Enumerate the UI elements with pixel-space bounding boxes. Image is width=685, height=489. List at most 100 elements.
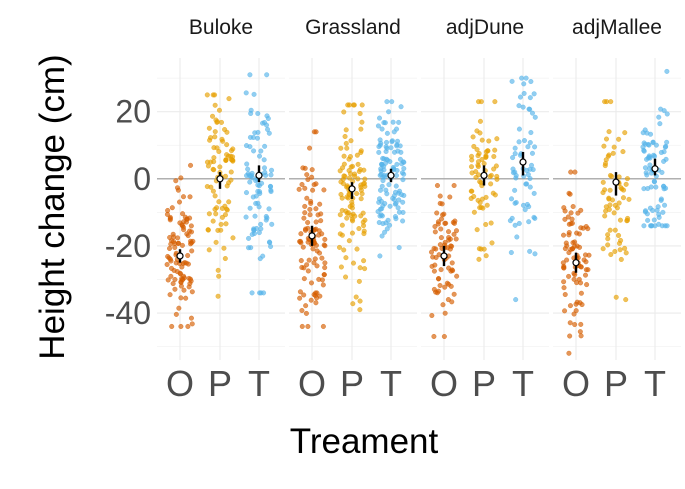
data-point <box>642 165 648 171</box>
data-point <box>650 139 656 145</box>
data-point <box>212 206 218 212</box>
data-point <box>470 134 476 140</box>
data-point <box>483 194 489 200</box>
data-point <box>178 279 184 285</box>
data-point <box>563 240 569 246</box>
data-point <box>222 173 228 179</box>
data-point <box>175 240 181 246</box>
data-point <box>526 219 532 225</box>
mean-marker-T <box>651 165 659 173</box>
data-point <box>623 297 629 303</box>
data-point <box>347 154 353 160</box>
x-tick-label: T <box>248 363 270 404</box>
data-point <box>181 219 187 225</box>
data-point <box>353 294 359 300</box>
data-point <box>653 184 659 190</box>
data-point <box>453 236 459 242</box>
data-point <box>522 207 528 213</box>
data-point <box>208 184 214 190</box>
data-point <box>436 276 442 282</box>
data-point <box>387 159 393 165</box>
data-point <box>249 231 255 237</box>
data-point <box>377 206 383 212</box>
x-tick-label: O <box>166 363 194 404</box>
data-point <box>616 136 622 142</box>
data-point <box>303 310 309 316</box>
data-point <box>189 289 195 295</box>
data-point <box>358 150 364 156</box>
data-point <box>262 143 268 149</box>
data-point <box>566 232 572 238</box>
data-point <box>531 91 537 97</box>
data-point <box>322 236 328 242</box>
data-point <box>224 183 230 189</box>
y-tick-label: 20 <box>115 94 151 130</box>
data-point <box>172 244 178 250</box>
data-point <box>453 228 459 234</box>
data-point <box>600 246 606 252</box>
data-point <box>479 137 485 143</box>
data-point <box>562 246 568 252</box>
data-point <box>261 165 267 171</box>
data-point <box>338 264 344 270</box>
data-point <box>362 266 368 272</box>
data-point <box>648 131 654 137</box>
data-point <box>357 111 363 117</box>
data-point <box>213 239 219 245</box>
data-point <box>252 213 258 219</box>
x-tick-label: O <box>562 363 590 404</box>
data-point <box>527 95 533 101</box>
data-point <box>305 239 311 245</box>
data-point <box>243 190 249 196</box>
data-point <box>578 333 584 339</box>
data-point <box>560 260 566 266</box>
data-point <box>377 253 383 259</box>
data-point <box>251 148 257 154</box>
data-point <box>616 200 622 206</box>
data-point <box>351 102 357 108</box>
data-point <box>298 258 304 264</box>
data-point <box>583 272 589 278</box>
plot-panels: Buloke Grassland adjDune adjMallee <box>157 16 681 360</box>
data-point <box>603 136 609 142</box>
data-point <box>624 176 630 182</box>
data-point <box>391 166 397 172</box>
mean-marker-P <box>348 185 356 193</box>
data-point <box>357 307 363 313</box>
data-point <box>655 204 661 210</box>
data-point <box>257 189 263 195</box>
data-point <box>451 183 457 189</box>
data-point <box>397 156 403 162</box>
data-point <box>606 129 612 135</box>
data-point <box>434 210 440 216</box>
data-point <box>343 274 349 280</box>
data-point <box>213 211 219 217</box>
data-point <box>359 102 365 108</box>
data-point <box>447 236 453 242</box>
data-point <box>602 213 608 219</box>
data-point <box>656 211 662 217</box>
data-point <box>520 202 526 208</box>
data-point <box>524 167 530 173</box>
data-point <box>322 265 328 271</box>
data-point <box>435 221 441 227</box>
data-point <box>567 320 573 326</box>
data-point <box>623 250 629 256</box>
data-point <box>171 267 177 273</box>
data-point <box>260 120 266 126</box>
data-point <box>469 170 475 176</box>
data-point <box>224 142 230 148</box>
data-point <box>439 201 445 207</box>
data-point <box>658 106 664 112</box>
data-point <box>222 212 228 218</box>
data-point <box>509 215 515 221</box>
data-point <box>567 303 573 309</box>
data-point <box>340 181 346 187</box>
data-point <box>449 260 455 266</box>
data-point <box>492 147 498 153</box>
data-point <box>387 203 393 209</box>
data-point <box>657 121 663 127</box>
data-point <box>646 142 652 148</box>
data-point <box>313 300 319 306</box>
